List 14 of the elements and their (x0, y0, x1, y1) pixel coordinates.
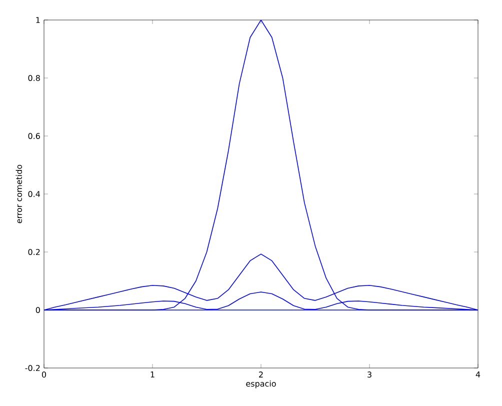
y-axis-title: error cometido (16, 164, 22, 224)
y-tick-label: 0.2 (28, 248, 40, 256)
y-tick-label: 0.4 (28, 190, 40, 198)
y-tick-label: 0.6 (28, 132, 40, 140)
y-tick-label: 1 (36, 17, 40, 23)
x-tick-label: 2 (259, 372, 263, 378)
x-tick-label: 3 (368, 372, 372, 378)
x-tick-label: 1 (150, 372, 154, 378)
x-tick-label: 0 (42, 372, 46, 378)
y-tick-label: -0.2 (25, 364, 40, 372)
x-axis-title: espacio (246, 380, 276, 388)
y-tick-label: 0.8 (28, 74, 40, 82)
x-tick-label: 4 (476, 372, 480, 378)
y-tick-label: 0 (36, 306, 40, 314)
